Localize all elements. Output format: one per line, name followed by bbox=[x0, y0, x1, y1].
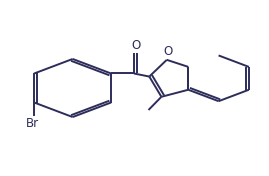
Text: O: O bbox=[131, 39, 140, 52]
Text: O: O bbox=[164, 45, 173, 58]
Text: Br: Br bbox=[26, 117, 40, 130]
